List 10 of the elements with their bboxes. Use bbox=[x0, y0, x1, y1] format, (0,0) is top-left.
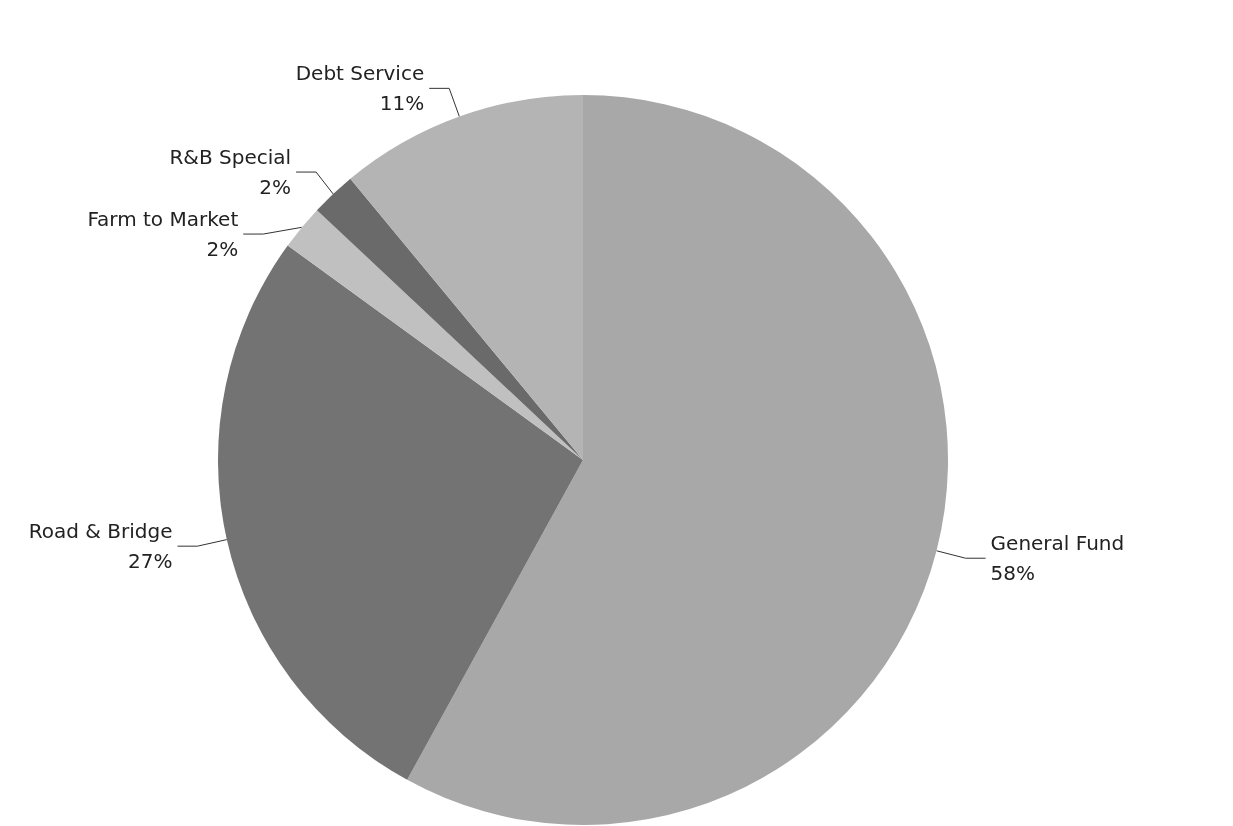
slice-label: Debt Service bbox=[295, 61, 425, 86]
slice-label: General Fund bbox=[990, 531, 1125, 556]
data-label: 2% bbox=[259, 175, 292, 200]
data-label: 11% bbox=[379, 91, 425, 116]
data-label: 27% bbox=[128, 549, 173, 574]
slice-label: Road & Bridge bbox=[28, 519, 173, 544]
slice-label: Farm to Market bbox=[87, 207, 239, 232]
data-label: 58% bbox=[990, 561, 1036, 586]
slice-label: R&B Special bbox=[169, 145, 292, 170]
data-label: 2% bbox=[206, 237, 239, 262]
